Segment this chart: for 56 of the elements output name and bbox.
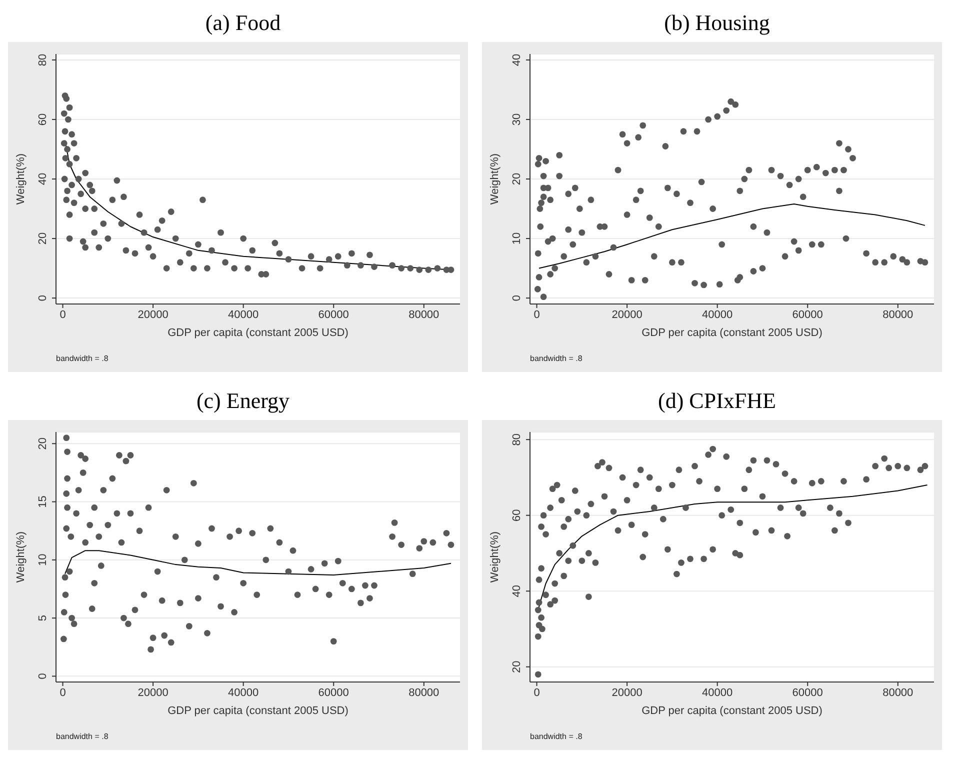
x-tick-label: 80000 bbox=[408, 686, 440, 699]
x-tick-label: 0 bbox=[60, 308, 66, 321]
y-tick-label: 0 bbox=[37, 673, 49, 680]
x-tick-label: 20000 bbox=[138, 686, 168, 699]
x-tick-label: 80000 bbox=[882, 308, 914, 321]
x-tick-label: 60000 bbox=[318, 308, 349, 321]
x-tick-label: 40000 bbox=[228, 308, 259, 321]
x-tick-label: 80000 bbox=[408, 308, 440, 321]
y-tick-label: 0 bbox=[511, 294, 523, 302]
x-axis-title: GDP per capita (constant 2005 USD) bbox=[168, 327, 348, 339]
y-tick-label: 15 bbox=[37, 496, 49, 508]
y-tick-label: 20 bbox=[37, 232, 49, 245]
x-tick-label: 40000 bbox=[702, 308, 733, 321]
x-tick-label: 80000 bbox=[882, 686, 914, 699]
text: bandwidth = .8 bbox=[530, 732, 584, 741]
y-tick-label: 60 bbox=[37, 113, 49, 126]
y-axis-title: Weight(%) bbox=[14, 153, 27, 205]
y-tick-label: 40 bbox=[511, 584, 523, 598]
text: bandwidth = .8 bbox=[530, 354, 584, 363]
x-tick-label: 20000 bbox=[138, 308, 168, 321]
y-axis-title: Weight(%) bbox=[488, 153, 501, 205]
x-tick-label: 20000 bbox=[612, 308, 642, 321]
y-tick-label: 80 bbox=[511, 433, 523, 446]
text: bandwidth = .8 bbox=[56, 732, 110, 741]
y-tick-label: 5 bbox=[37, 614, 49, 622]
line-series bbox=[538, 204, 926, 269]
x-tick-label: 60000 bbox=[792, 686, 823, 699]
y-tick-label: 20 bbox=[511, 172, 523, 186]
y-tick-label: 80 bbox=[37, 54, 49, 66]
x-tick-label: 40000 bbox=[228, 686, 259, 699]
y-tick-label: 40 bbox=[37, 172, 49, 186]
x-axis-title: GDP per capita (constant 2005 USD) bbox=[642, 705, 822, 717]
y-axis-title: Weight(%) bbox=[488, 531, 501, 583]
x-tick-label: 0 bbox=[534, 308, 540, 321]
x-tick-label: 60000 bbox=[318, 686, 349, 699]
y-tick-label: 60 bbox=[511, 509, 523, 522]
y-tick-label: 0 bbox=[37, 294, 49, 302]
chart-title: (c) Energy bbox=[195, 387, 291, 415]
chart-title: (d) CPIxFHE bbox=[657, 387, 777, 415]
y-axis-title: Weight(%) bbox=[14, 531, 27, 583]
y-tick-label: 40 bbox=[511, 54, 523, 66]
y-tick-label: 30 bbox=[511, 113, 523, 126]
x-tick-label: 0 bbox=[60, 686, 66, 699]
text: bandwidth = .8 bbox=[56, 354, 110, 363]
chart-title: (a) Food bbox=[204, 9, 282, 37]
x-axis-title: GDP per capita (constant 2005 USD) bbox=[168, 705, 348, 717]
x-tick-label: 0 bbox=[534, 686, 540, 699]
chart-title: (b) Housing bbox=[663, 9, 771, 37]
y-tick-label: 20 bbox=[37, 438, 49, 450]
x-axis-title: GDP per capita (constant 2005 USD) bbox=[642, 327, 822, 339]
y-tick-label: 10 bbox=[511, 232, 523, 245]
x-tick-label: 20000 bbox=[612, 686, 642, 699]
y-tick-label: 10 bbox=[37, 554, 49, 566]
x-tick-label: 60000 bbox=[792, 308, 823, 321]
x-tick-label: 40000 bbox=[702, 686, 733, 699]
y-tick-label: 20 bbox=[511, 660, 523, 673]
